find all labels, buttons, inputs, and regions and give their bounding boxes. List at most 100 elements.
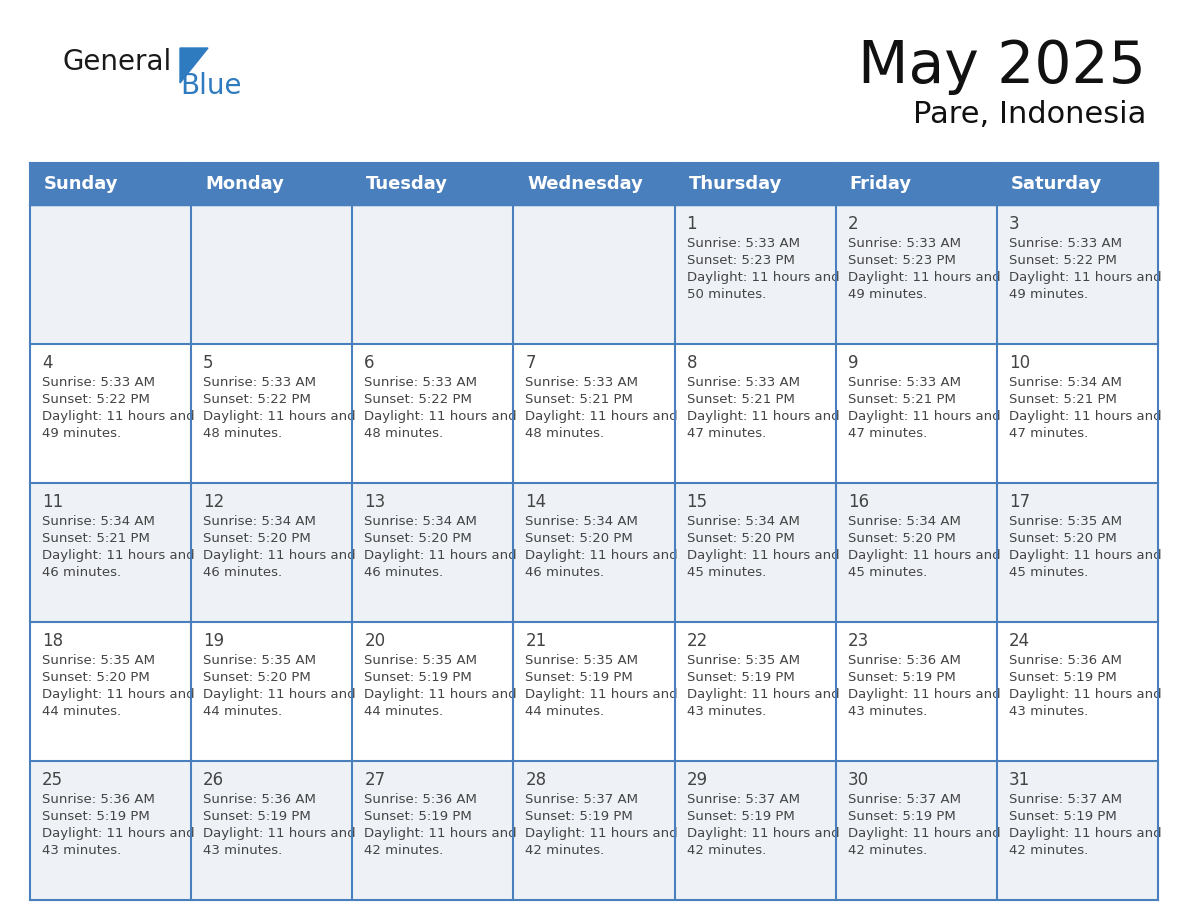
Text: 7: 7	[525, 354, 536, 372]
Text: 48 minutes.: 48 minutes.	[525, 427, 605, 440]
Text: 42 minutes.: 42 minutes.	[525, 844, 605, 857]
Text: Sunrise: 5:33 AM: Sunrise: 5:33 AM	[848, 237, 961, 250]
Text: Sunrise: 5:33 AM: Sunrise: 5:33 AM	[365, 376, 478, 389]
Text: 42 minutes.: 42 minutes.	[1009, 844, 1088, 857]
Text: Sunrise: 5:35 AM: Sunrise: 5:35 AM	[687, 654, 800, 667]
Text: 3: 3	[1009, 215, 1019, 233]
Text: Daylight: 11 hours and: Daylight: 11 hours and	[848, 410, 1000, 423]
Text: 44 minutes.: 44 minutes.	[42, 705, 121, 718]
Text: Sunset: 5:20 PM: Sunset: 5:20 PM	[203, 532, 311, 545]
Text: 47 minutes.: 47 minutes.	[848, 427, 927, 440]
Text: Sunrise: 5:33 AM: Sunrise: 5:33 AM	[525, 376, 638, 389]
Text: 2: 2	[848, 215, 859, 233]
Text: Daylight: 11 hours and: Daylight: 11 hours and	[687, 688, 839, 701]
Text: Sunset: 5:19 PM: Sunset: 5:19 PM	[525, 810, 633, 823]
Text: Daylight: 11 hours and: Daylight: 11 hours and	[365, 827, 517, 840]
Text: Daylight: 11 hours and: Daylight: 11 hours and	[203, 410, 355, 423]
Text: Sunset: 5:19 PM: Sunset: 5:19 PM	[687, 810, 795, 823]
Text: Daylight: 11 hours and: Daylight: 11 hours and	[525, 688, 678, 701]
Text: Sunset: 5:19 PM: Sunset: 5:19 PM	[687, 671, 795, 684]
Text: Sunrise: 5:36 AM: Sunrise: 5:36 AM	[848, 654, 961, 667]
Text: 30: 30	[848, 771, 868, 789]
Text: Daylight: 11 hours and: Daylight: 11 hours and	[1009, 827, 1162, 840]
Text: Sunset: 5:19 PM: Sunset: 5:19 PM	[848, 671, 955, 684]
Bar	[30, 761, 1158, 900]
Text: Sunset: 5:19 PM: Sunset: 5:19 PM	[365, 671, 472, 684]
Text: Daylight: 11 hours and: Daylight: 11 hours and	[203, 688, 355, 701]
Text: 25: 25	[42, 771, 63, 789]
Text: 45 minutes.: 45 minutes.	[687, 566, 766, 579]
Text: Sunrise: 5:36 AM: Sunrise: 5:36 AM	[1009, 654, 1121, 667]
Text: 28: 28	[525, 771, 546, 789]
Text: Sunset: 5:20 PM: Sunset: 5:20 PM	[203, 671, 311, 684]
Text: 47 minutes.: 47 minutes.	[1009, 427, 1088, 440]
Text: Sunset: 5:20 PM: Sunset: 5:20 PM	[42, 671, 150, 684]
Text: Daylight: 11 hours and: Daylight: 11 hours and	[687, 271, 839, 284]
Text: 46 minutes.: 46 minutes.	[42, 566, 121, 579]
Text: Sunset: 5:21 PM: Sunset: 5:21 PM	[687, 393, 795, 406]
Text: Sunset: 5:20 PM: Sunset: 5:20 PM	[1009, 532, 1117, 545]
Text: Daylight: 11 hours and: Daylight: 11 hours and	[42, 549, 195, 562]
Text: 43 minutes.: 43 minutes.	[203, 844, 283, 857]
Text: Daylight: 11 hours and: Daylight: 11 hours and	[42, 827, 195, 840]
Text: Sunset: 5:21 PM: Sunset: 5:21 PM	[848, 393, 955, 406]
Text: Sunrise: 5:36 AM: Sunrise: 5:36 AM	[365, 793, 478, 806]
Text: Sunrise: 5:33 AM: Sunrise: 5:33 AM	[687, 376, 800, 389]
Bar	[30, 622, 1158, 761]
Text: 49 minutes.: 49 minutes.	[42, 427, 121, 440]
Text: 6: 6	[365, 354, 374, 372]
Text: Sunrise: 5:34 AM: Sunrise: 5:34 AM	[525, 515, 638, 528]
Text: 27: 27	[365, 771, 385, 789]
Polygon shape	[181, 48, 208, 83]
Text: Sunset: 5:20 PM: Sunset: 5:20 PM	[687, 532, 795, 545]
Text: 8: 8	[687, 354, 697, 372]
Text: Daylight: 11 hours and: Daylight: 11 hours and	[203, 549, 355, 562]
Text: 43 minutes.: 43 minutes.	[687, 705, 766, 718]
Text: Daylight: 11 hours and: Daylight: 11 hours and	[1009, 271, 1162, 284]
Text: 49 minutes.: 49 minutes.	[1009, 288, 1088, 301]
Text: Daylight: 11 hours and: Daylight: 11 hours and	[365, 410, 517, 423]
Text: Sunset: 5:19 PM: Sunset: 5:19 PM	[1009, 671, 1117, 684]
Text: 48 minutes.: 48 minutes.	[365, 427, 443, 440]
Text: Sunset: 5:21 PM: Sunset: 5:21 PM	[42, 532, 150, 545]
Text: 19: 19	[203, 632, 225, 650]
Text: Sunset: 5:23 PM: Sunset: 5:23 PM	[848, 254, 955, 267]
Text: Sunset: 5:22 PM: Sunset: 5:22 PM	[203, 393, 311, 406]
Text: 17: 17	[1009, 493, 1030, 511]
Text: General: General	[62, 48, 171, 76]
Text: Pare, Indonesia: Pare, Indonesia	[912, 100, 1146, 129]
Text: 42 minutes.: 42 minutes.	[687, 844, 766, 857]
Text: 11: 11	[42, 493, 63, 511]
Text: Daylight: 11 hours and: Daylight: 11 hours and	[687, 827, 839, 840]
Text: Daylight: 11 hours and: Daylight: 11 hours and	[848, 688, 1000, 701]
Text: Sunrise: 5:34 AM: Sunrise: 5:34 AM	[848, 515, 961, 528]
Text: Thursday: Thursday	[689, 175, 782, 193]
Bar	[30, 483, 1158, 622]
Text: Sunrise: 5:33 AM: Sunrise: 5:33 AM	[687, 237, 800, 250]
Text: 43 minutes.: 43 minutes.	[42, 844, 121, 857]
Text: Sunrise: 5:35 AM: Sunrise: 5:35 AM	[42, 654, 154, 667]
Text: 45 minutes.: 45 minutes.	[848, 566, 927, 579]
Text: Sunset: 5:21 PM: Sunset: 5:21 PM	[525, 393, 633, 406]
Text: 43 minutes.: 43 minutes.	[1009, 705, 1088, 718]
Text: Sunrise: 5:35 AM: Sunrise: 5:35 AM	[525, 654, 638, 667]
Text: Daylight: 11 hours and: Daylight: 11 hours and	[848, 827, 1000, 840]
Text: 29: 29	[687, 771, 708, 789]
Text: Daylight: 11 hours and: Daylight: 11 hours and	[1009, 549, 1162, 562]
Text: Tuesday: Tuesday	[366, 175, 448, 193]
Bar	[30, 344, 1158, 483]
Text: Sunrise: 5:34 AM: Sunrise: 5:34 AM	[42, 515, 154, 528]
Text: 13: 13	[365, 493, 386, 511]
Text: Daylight: 11 hours and: Daylight: 11 hours and	[848, 549, 1000, 562]
Text: Sunrise: 5:34 AM: Sunrise: 5:34 AM	[1009, 376, 1121, 389]
Text: Daylight: 11 hours and: Daylight: 11 hours and	[525, 827, 678, 840]
Text: 12: 12	[203, 493, 225, 511]
Text: 44 minutes.: 44 minutes.	[365, 705, 443, 718]
Text: Daylight: 11 hours and: Daylight: 11 hours and	[525, 549, 678, 562]
Text: Sunset: 5:19 PM: Sunset: 5:19 PM	[525, 671, 633, 684]
Text: Daylight: 11 hours and: Daylight: 11 hours and	[365, 549, 517, 562]
Text: 43 minutes.: 43 minutes.	[848, 705, 927, 718]
Text: Daylight: 11 hours and: Daylight: 11 hours and	[525, 410, 678, 423]
Text: Daylight: 11 hours and: Daylight: 11 hours and	[42, 410, 195, 423]
Text: 20: 20	[365, 632, 385, 650]
